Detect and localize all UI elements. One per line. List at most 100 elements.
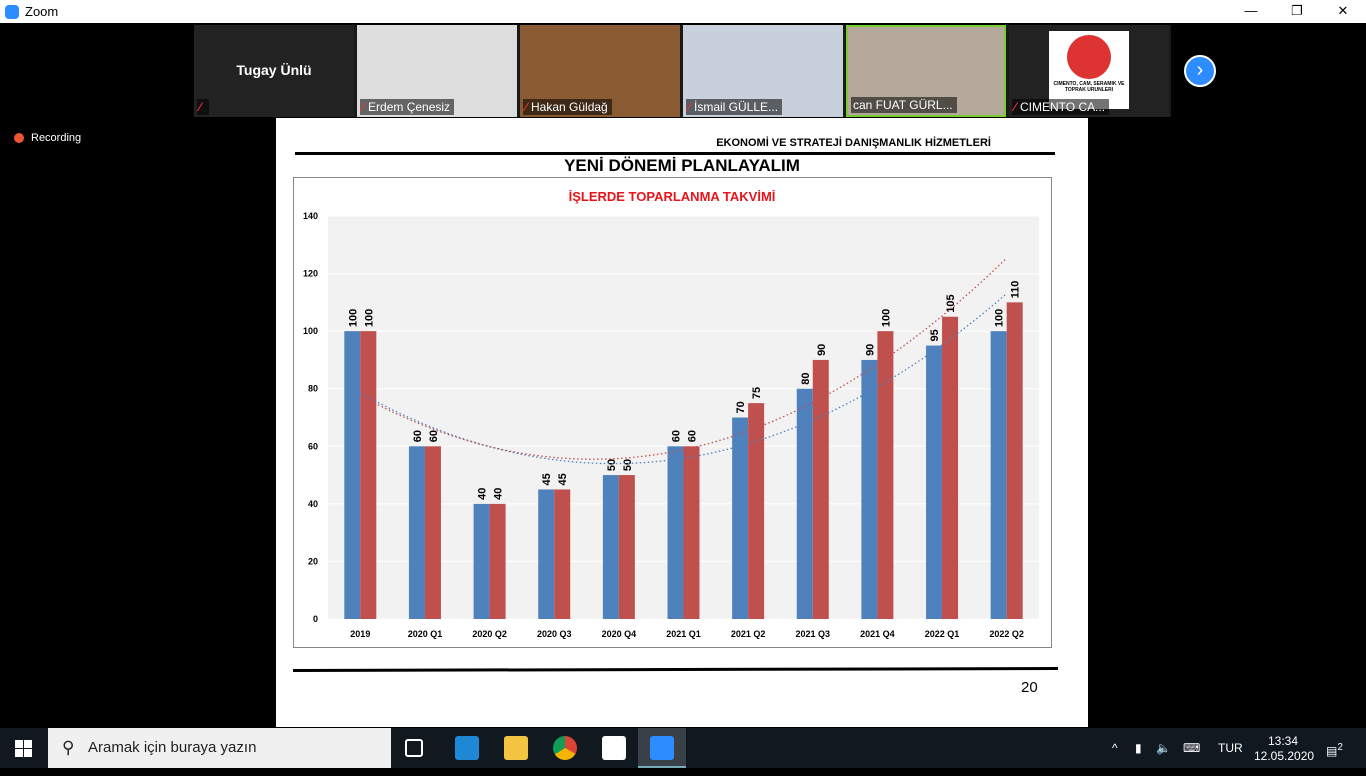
keyboard-icon[interactable]: ⌨	[1183, 741, 1201, 755]
y-tick-label: 140	[303, 211, 318, 221]
y-tick-label: 60	[308, 441, 318, 451]
data-label: 100	[347, 309, 359, 327]
bar-chart: İŞLERDE TOPARLANMA TAKVİMİ 0 20 40 60 80 100 12…	[303, 189, 1039, 639]
bar	[812, 359, 829, 619]
volume-icon[interactable]: 🔈	[1156, 741, 1171, 755]
minimize-button[interactable]: —	[1244, 3, 1258, 18]
notification-count: 2	[1337, 742, 1343, 753]
bar	[748, 403, 765, 619]
x-tick-label: 2020 Q3	[537, 629, 572, 639]
bar	[408, 446, 425, 619]
participant-name: Hakan Güldağ	[531, 100, 608, 114]
data-label: 60	[412, 430, 424, 442]
data-label: 45	[541, 473, 553, 485]
y-tick-label: 80	[308, 384, 318, 394]
notifications-icon[interactable]: ▤2	[1326, 742, 1343, 758]
bar	[796, 388, 813, 619]
data-label: 45	[557, 473, 569, 485]
chart-box: İŞLERDE TOPARLANMA TAKVİMİ 0 20 40 60 80 100 12…	[293, 177, 1052, 648]
x-tick-label: 2021 Q2	[731, 629, 766, 639]
clock-date[interactable]: 12.05.2020	[1254, 749, 1315, 763]
y-tick-label: 0	[313, 614, 318, 624]
divider	[292, 666, 1059, 673]
x-tick-label: 2019	[350, 629, 370, 639]
bar	[489, 503, 506, 619]
x-tick-label: 2020 Q1	[408, 629, 443, 639]
data-label: 110	[1010, 281, 1022, 299]
participant-tile[interactable]: Tugay Ünlü ⁄	[194, 25, 354, 117]
x-tick-label: 2020 Q4	[602, 629, 637, 639]
bar	[360, 331, 377, 619]
tray-chevron-icon[interactable]: ^	[1112, 741, 1118, 755]
chart-title: İŞLERDE TOPARLANMA TAKVİMİ	[569, 189, 776, 204]
bar	[667, 446, 684, 619]
data-label: 80	[800, 372, 812, 384]
taskbar-search-input[interactable]: ⚲ Aramak için buraya yazın	[48, 728, 391, 768]
clock-time[interactable]: 13:34	[1268, 734, 1299, 748]
store-icon[interactable]	[602, 736, 626, 760]
data-label: 105	[945, 294, 957, 312]
participant-tile[interactable]: ⁄ Hakan Güldağ	[520, 25, 680, 117]
task-view-icon[interactable]	[405, 739, 423, 757]
page-number: 20	[1021, 679, 1038, 696]
slide-header: EKONOMİ VE STRATEJİ DANIŞMANLIK HİZMETLE…	[716, 137, 991, 149]
y-tick-label: 20	[308, 556, 318, 566]
bar	[618, 475, 635, 619]
zoom-taskbar-button[interactable]	[638, 728, 686, 768]
data-label: 70	[735, 401, 747, 413]
participant-tile[interactable]: ⁄ İsmail GÜLLE...	[683, 25, 843, 117]
file-explorer-icon[interactable]	[504, 736, 528, 760]
y-tick-label: 120	[303, 269, 318, 279]
logo-text: CIMENTO, CAM, SERAMIK VE TOPRAK URUNLERI	[1053, 81, 1125, 93]
data-label: 40	[493, 488, 505, 500]
data-label: 60	[428, 430, 440, 442]
participant-name: can FUAT GÜRL...	[853, 98, 953, 112]
data-label: 100	[880, 309, 892, 327]
bar	[602, 475, 619, 619]
language-indicator[interactable]: TUR	[1218, 741, 1243, 755]
x-tick-label: 2022 Q2	[989, 629, 1024, 639]
bar	[861, 359, 878, 619]
search-placeholder: Aramak için buraya yazın	[88, 739, 257, 756]
window-title: Zoom	[25, 4, 59, 19]
x-tick-label: 2022 Q1	[925, 629, 960, 639]
participant-name: Erdem Çenesiz	[368, 100, 451, 114]
recording-label: Recording	[31, 132, 82, 144]
data-label: 90	[864, 344, 876, 356]
next-page-button[interactable]: ›	[1184, 55, 1216, 87]
mic-muted-icon: ⁄	[362, 100, 365, 114]
participant-tile-active-speaker[interactable]: can FUAT GÜRL...	[846, 25, 1006, 117]
data-label: 40	[477, 488, 489, 500]
organization-logo: CIMENTO, CAM, SERAMIK VE TOPRAK URUNLERI	[1049, 31, 1129, 109]
data-label: 90	[816, 344, 828, 356]
recording-dot-icon	[14, 133, 24, 143]
data-label: 95	[929, 329, 941, 341]
participant-tile[interactable]: CIMENTO, CAM, SERAMIK VE TOPRAK URUNLERI…	[1009, 25, 1169, 117]
shared-slide: EKONOMİ VE STRATEJİ DANIŞMANLIK HİZMETLE…	[276, 118, 1088, 727]
y-tick-label: 100	[303, 326, 318, 336]
zoom-app-icon	[650, 736, 674, 760]
mic-muted-icon: ⁄	[197, 99, 210, 115]
bar	[990, 331, 1007, 619]
bar	[877, 331, 894, 619]
participant-name: Tugay Ünlü	[236, 62, 312, 78]
data-label: 100	[994, 309, 1006, 327]
bar	[473, 503, 490, 619]
recording-indicator: Recording	[14, 132, 81, 144]
mail-app-icon[interactable]	[455, 736, 479, 760]
battery-icon[interactable]: ▮	[1135, 741, 1142, 755]
bar	[732, 417, 749, 619]
mic-muted-icon: ⁄	[525, 100, 528, 114]
restore-button[interactable]: ❐	[1291, 3, 1303, 18]
participant-name: İsmail GÜLLE...	[694, 100, 779, 114]
participant-tile[interactable]: ⁄ Erdem Çenesiz	[357, 25, 517, 117]
y-tick-label: 40	[308, 499, 318, 509]
chrome-icon[interactable]	[553, 736, 577, 760]
data-label: 60	[671, 430, 683, 442]
bar	[926, 345, 943, 619]
close-button[interactable]: ✕	[1337, 3, 1349, 18]
bar	[424, 446, 441, 619]
participant-name: CIMENTO CA...	[1020, 100, 1106, 114]
start-button[interactable]	[15, 740, 32, 757]
x-tick-label: 2020 Q2	[472, 629, 507, 639]
